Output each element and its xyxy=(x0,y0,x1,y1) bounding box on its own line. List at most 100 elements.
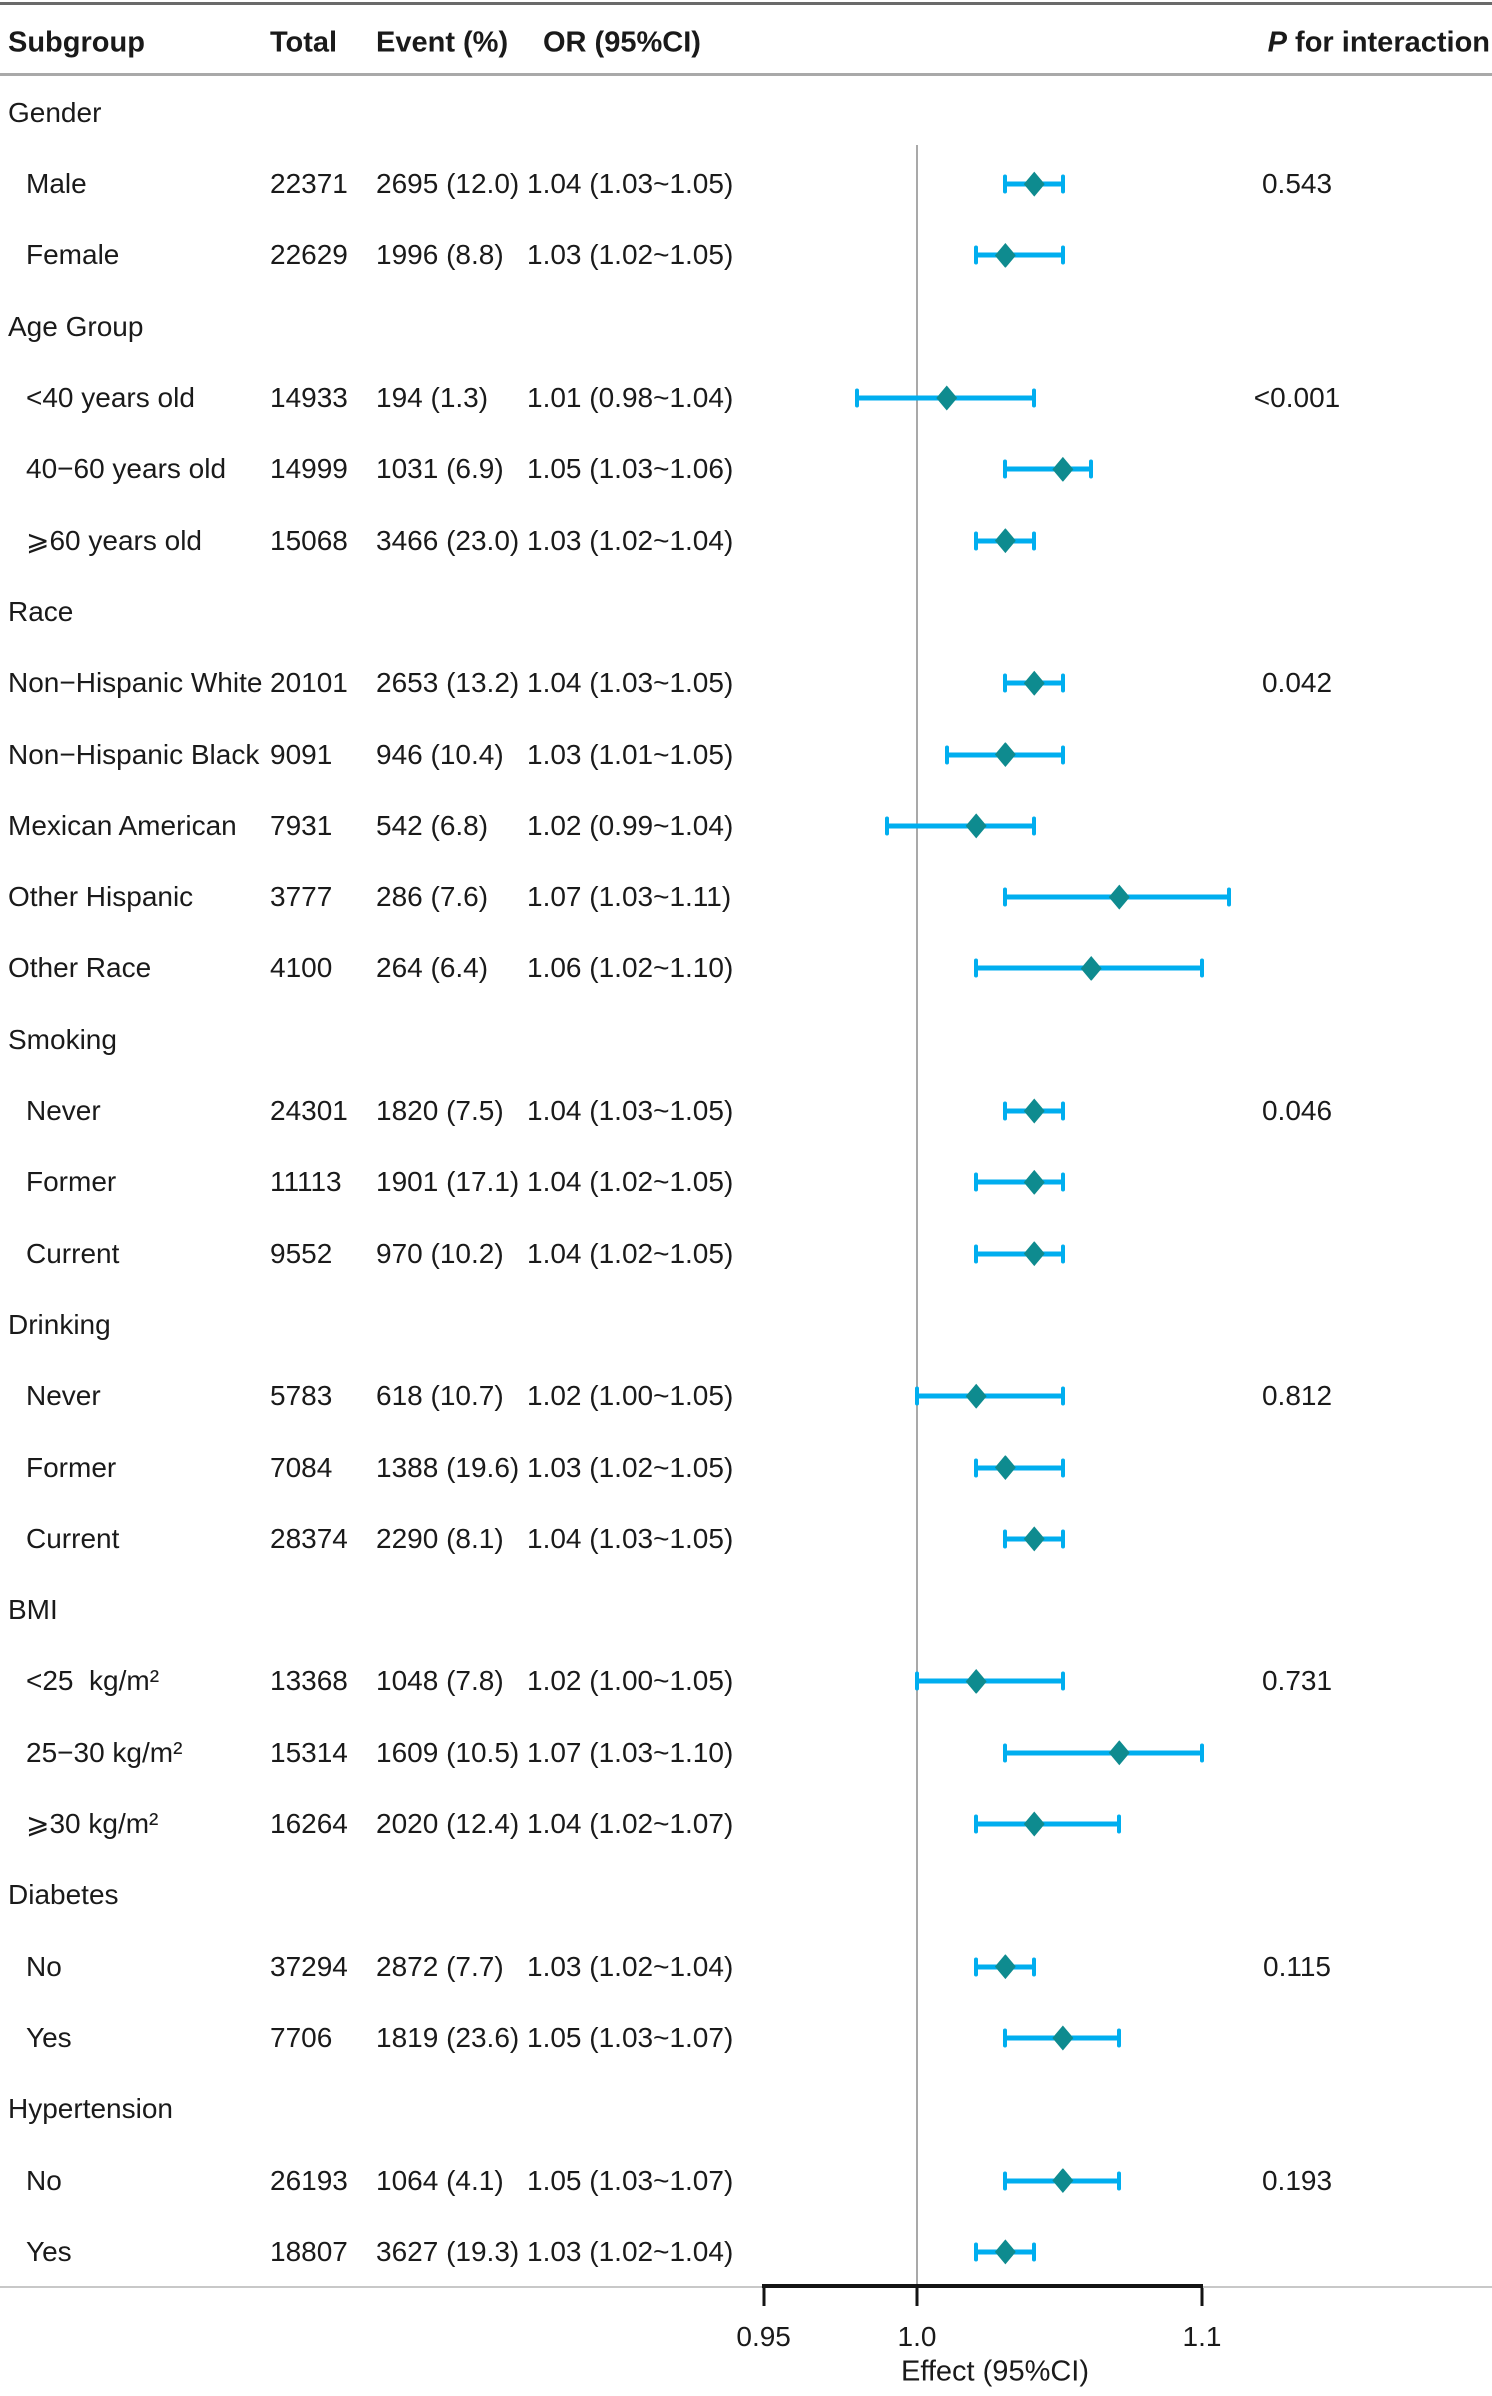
ci-cap-right xyxy=(1032,531,1037,551)
or-diamond xyxy=(994,1954,1016,1980)
ci-cap-left xyxy=(854,388,859,408)
ci-cap-right xyxy=(1060,673,1065,693)
ci-cap-right xyxy=(1060,745,1065,765)
ci-bar xyxy=(976,1179,1063,1185)
ci-cap-right xyxy=(1060,1101,1065,1121)
total-value: 7084 xyxy=(270,1451,333,1483)
event-value: 194 (1.3) xyxy=(376,382,489,414)
ci-cap-left xyxy=(1003,174,1008,194)
table-row: 25−30 kg/m² 15314 1609 (10.5) 1.07 (1.03… xyxy=(0,1717,1492,1788)
table-row: ⩾30 kg/m² 16264 2020 (12.4) 1.04 (1.02~1… xyxy=(0,1789,1492,1860)
ci-cap-right xyxy=(1199,1743,1204,1763)
table-row: Former 7084 1388 (19.6) 1.03 (1.02~1.05) xyxy=(0,1432,1492,1503)
table-row: Mexican American 7931 542 (6.8) 1.02 (0.… xyxy=(0,790,1492,861)
ci-bar xyxy=(1005,1750,1202,1756)
ci-cap-left xyxy=(974,1814,979,1834)
p-interaction-value: 0.042 xyxy=(1261,667,1333,699)
x-axis-tick xyxy=(915,2288,919,2306)
table-row: Female 22629 1996 (8.8) 1.03 (1.02~1.05) xyxy=(0,220,1492,291)
x-axis-tick-label: 0.95 xyxy=(736,2321,791,2352)
p-italic-letter: P xyxy=(1267,26,1287,59)
column-header-event: Event (%) xyxy=(376,26,509,59)
table-row: Male 22371 2695 (12.0) 1.04 (1.03~1.05) … xyxy=(0,149,1492,220)
or-ci-value: 1.04 (1.02~1.05) xyxy=(527,1237,734,1269)
x-axis-baseline xyxy=(0,2286,1492,2288)
column-header-total: Total xyxy=(270,26,338,59)
event-value: 264 (6.4) xyxy=(376,952,489,984)
or-ci-value: 1.02 (1.00~1.05) xyxy=(527,1380,734,1412)
ci-bar xyxy=(976,252,1063,258)
ci-cap-right xyxy=(1060,1172,1065,1192)
x-axis-tick xyxy=(762,2288,766,2306)
total-value: 4100 xyxy=(270,952,333,984)
table-row: Former 11113 1901 (17.1) 1.04 (1.02~1.05… xyxy=(0,1147,1492,1218)
subgroup-label: No xyxy=(26,2164,62,2196)
or-ci-value: 1.03 (1.02~1.04) xyxy=(527,1950,734,1982)
subgroup-label: <40 years old xyxy=(26,382,195,414)
ci-cap-left xyxy=(974,2242,979,2262)
header-rule xyxy=(0,73,1492,76)
or-ci-value: 1.02 (1.00~1.05) xyxy=(527,1665,734,1697)
subgroup-label: Non−Hispanic Black xyxy=(8,738,260,770)
subgroup-label: Diabetes xyxy=(8,1879,119,1911)
or-ci-value: 1.05 (1.03~1.07) xyxy=(527,2021,734,2053)
or-diamond xyxy=(965,1383,987,1409)
event-value: 1996 (8.8) xyxy=(376,239,504,271)
table-row: Diabetes xyxy=(0,1860,1492,1931)
or-diamond xyxy=(1080,955,1102,981)
subgroup-label: Other Race xyxy=(8,952,152,984)
ci-cap-right xyxy=(1032,1957,1037,1977)
p-interaction-value: 0.115 xyxy=(1263,1950,1331,1982)
total-value: 14999 xyxy=(270,453,348,485)
ci-cap-right xyxy=(1032,816,1037,836)
subgroup-label: Drinking xyxy=(8,1308,111,1340)
or-diamond xyxy=(1023,1169,1045,1195)
or-ci-value: 1.04 (1.03~1.05) xyxy=(527,1522,734,1554)
or-diamond xyxy=(1023,1811,1045,1837)
subgroup-label: Hypertension xyxy=(8,2093,173,2125)
or-diamond xyxy=(1023,1526,1045,1552)
event-value: 1820 (7.5) xyxy=(376,1095,504,1127)
total-value: 20101 xyxy=(270,667,348,699)
total-value: 9091 xyxy=(270,738,333,770)
event-value: 946 (10.4) xyxy=(376,738,504,770)
table-row: Other Hispanic 3777 286 (7.6) 1.07 (1.03… xyxy=(0,862,1492,933)
table-row: Age Group xyxy=(0,291,1492,362)
subgroup-label: Smoking xyxy=(8,1023,117,1055)
or-diamond xyxy=(994,1455,1016,1481)
event-value: 286 (7.6) xyxy=(376,881,489,913)
or-diamond xyxy=(1108,1740,1130,1766)
ci-cap-right xyxy=(1060,174,1065,194)
subgroup-label: Gender xyxy=(8,96,102,128)
subgroup-label: Former xyxy=(26,1166,117,1198)
subgroup-label: Yes xyxy=(26,2021,72,2053)
total-value: 5783 xyxy=(270,1380,333,1412)
table-row: Hypertension xyxy=(0,2074,1492,2145)
ci-cap-left xyxy=(974,1244,979,1264)
subgroup-label: Non−Hispanic White xyxy=(8,667,263,699)
ci-cap-left xyxy=(974,245,979,265)
subgroup-label: Male xyxy=(26,168,87,200)
ci-cap-left xyxy=(974,958,979,978)
ci-cap-right xyxy=(1060,1386,1065,1406)
ci-cap-left xyxy=(974,1458,979,1478)
or-diamond xyxy=(994,242,1016,268)
table-row: <25 kg/m² 13368 1048 (7.8) 1.02 (1.00~1.… xyxy=(0,1646,1492,1717)
or-ci-value: 1.03 (1.02~1.04) xyxy=(527,2235,734,2267)
or-ci-value: 1.03 (1.02~1.04) xyxy=(527,524,734,556)
ci-cap-left xyxy=(1003,1529,1008,1549)
table-row: Current 9552 970 (10.2) 1.04 (1.02~1.05) xyxy=(0,1218,1492,1289)
or-diamond xyxy=(965,813,987,839)
ci-cap-left xyxy=(915,1671,919,1691)
event-value: 2020 (12.4) xyxy=(376,1808,520,1840)
ci-cap-right xyxy=(1060,1458,1065,1478)
or-ci-value: 1.03 (1.02~1.05) xyxy=(527,1451,734,1483)
or-diamond xyxy=(965,1668,987,1694)
table-row: BMI xyxy=(0,1575,1492,1646)
event-value: 1031 (6.9) xyxy=(376,453,504,485)
or-diamond xyxy=(994,742,1016,768)
table-row: Non−Hispanic Black 9091 946 (10.4) 1.03 … xyxy=(0,719,1492,790)
p-interaction-value: 0.812 xyxy=(1261,1380,1333,1412)
or-diamond xyxy=(994,528,1016,554)
table-row: No 26193 1064 (4.1) 1.05 (1.03~1.07) 0.1… xyxy=(0,2145,1492,2216)
